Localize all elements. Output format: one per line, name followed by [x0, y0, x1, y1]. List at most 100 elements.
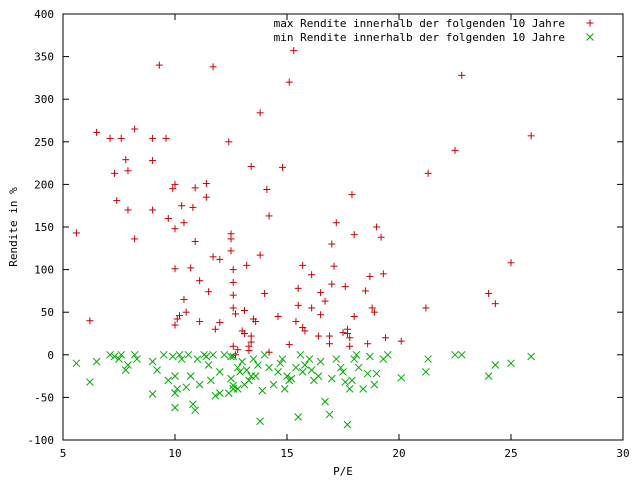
x-tick-label: 15	[280, 447, 293, 460]
data-point-series-1	[326, 340, 334, 348]
data-point-series-1	[164, 214, 172, 222]
data-point-series-2	[242, 366, 251, 374]
data-point-series-2	[117, 350, 126, 359]
data-point-series-2	[238, 357, 247, 366]
data-point-series-1	[299, 261, 307, 269]
data-point-series-1	[191, 184, 199, 192]
data-point-series-2	[296, 350, 305, 359]
data-point-series-2	[245, 376, 253, 385]
data-point-series-2	[86, 378, 94, 386]
data-point-series-2	[251, 372, 260, 380]
data-point-series-1	[308, 271, 316, 279]
data-point-series-2	[204, 361, 213, 369]
data-point-series-2	[92, 357, 101, 366]
data-point-series-1	[332, 219, 340, 227]
data-point-series-1	[171, 321, 179, 329]
data-point-series-1	[317, 311, 325, 319]
data-point-series-2	[159, 350, 168, 359]
data-point-series-1	[229, 304, 237, 312]
data-point-series-2	[195, 380, 204, 389]
data-point-series-1	[341, 283, 349, 291]
data-point-series-2	[209, 350, 217, 359]
data-point-series-2	[283, 372, 291, 380]
y-tick-label: 200	[34, 178, 54, 191]
data-point-series-1	[422, 304, 430, 312]
data-point-series-1	[202, 180, 210, 188]
data-point-series-2	[110, 352, 119, 361]
data-point-series-2	[182, 383, 191, 392]
data-point-series-1	[279, 163, 287, 171]
y-tick-label: 250	[34, 136, 54, 149]
data-point-series-1	[196, 318, 204, 326]
data-point-series-2	[171, 403, 179, 412]
data-point-series-1	[245, 347, 253, 355]
data-point-series-1	[274, 312, 282, 320]
data-point-series-2	[227, 352, 235, 361]
plot-frame	[62, 13, 624, 441]
data-point-series-1	[231, 310, 239, 318]
data-point-series-1	[261, 289, 269, 297]
data-point-series-1	[252, 318, 260, 326]
x-tick-label: 25	[504, 447, 517, 460]
data-point-series-1	[317, 289, 325, 297]
data-point-series-1	[117, 134, 125, 142]
data-point-series-1	[348, 191, 356, 199]
data-point-series-2	[451, 350, 459, 359]
data-point-series-1	[211, 325, 219, 333]
data-point-series-1	[314, 332, 322, 340]
data-point-series-2	[370, 380, 379, 389]
y-tick-label: 150	[34, 221, 54, 234]
data-point-series-2	[236, 367, 244, 376]
y-tick-label: 300	[34, 93, 54, 106]
data-point-series-1	[350, 312, 358, 320]
data-point-series-1	[265, 212, 273, 220]
data-point-series-2	[124, 361, 132, 369]
data-point-series-1	[149, 134, 157, 142]
y-tick-label: 0	[47, 349, 54, 362]
data-point-series-1	[155, 61, 163, 69]
data-point-series-1	[205, 288, 213, 296]
data-point-series-1	[209, 253, 217, 261]
data-point-series-1	[370, 308, 378, 316]
data-point-series-2	[339, 367, 347, 376]
data-point-series-2	[215, 367, 224, 376]
data-point-series-1	[131, 125, 139, 133]
x-tick-label: 20	[392, 447, 405, 460]
data-point-series-2	[215, 389, 224, 397]
data-point-series-1	[294, 301, 302, 309]
data-point-series-2	[256, 417, 264, 426]
data-point-series-2	[332, 355, 341, 363]
data-point-series-2	[321, 397, 329, 406]
data-point-series-1	[424, 169, 432, 177]
data-point-series-2	[115, 355, 123, 363]
data-point-series-2	[314, 372, 323, 380]
data-point-series-1	[285, 341, 293, 349]
data-point-series-2	[130, 350, 139, 359]
data-point-series-1	[247, 332, 255, 340]
data-point-series-2	[422, 367, 430, 376]
data-point-series-2	[359, 385, 368, 393]
legend-marker	[586, 33, 594, 41]
data-point-series-1	[187, 264, 195, 272]
data-point-series-2	[307, 366, 316, 374]
data-point-series-2	[202, 352, 211, 361]
data-point-series-1	[182, 308, 190, 316]
data-point-series-1	[229, 291, 237, 299]
data-point-series-2	[189, 400, 197, 409]
data-point-series-2	[363, 369, 372, 378]
x-tick-label: 5	[60, 447, 67, 460]
data-point-series-1	[256, 109, 264, 117]
data-point-series-1	[93, 128, 101, 136]
data-point-series-2	[186, 372, 195, 380]
data-point-series-1	[366, 272, 374, 280]
data-point-series-2	[133, 355, 141, 363]
data-point-series-1	[256, 251, 264, 259]
data-point-series-2	[106, 350, 114, 359]
data-point-series-2	[366, 352, 374, 361]
data-point-series-2	[164, 376, 173, 385]
data-point-series-1	[339, 329, 347, 337]
data-point-series-2	[484, 372, 493, 380]
data-point-series-2	[211, 391, 220, 400]
data-point-series-2	[254, 361, 262, 369]
